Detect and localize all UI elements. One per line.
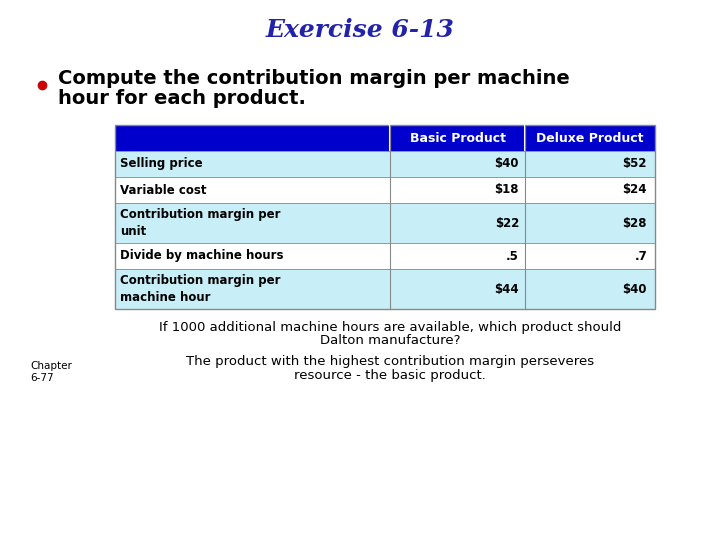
- Text: Contribution margin per: Contribution margin per: [120, 208, 281, 221]
- Text: resource - the basic product.: resource - the basic product.: [294, 368, 486, 381]
- Text: .7: .7: [634, 249, 647, 262]
- Text: $18: $18: [495, 184, 519, 197]
- Bar: [115, 125, 655, 309]
- Text: The product with the highest contribution margin perseveres: The product with the highest contributio…: [186, 355, 594, 368]
- Text: Dalton manufacture?: Dalton manufacture?: [320, 334, 460, 347]
- Text: $22: $22: [495, 217, 519, 230]
- Text: unit: unit: [120, 225, 146, 238]
- Text: .5: .5: [506, 249, 519, 262]
- Text: Selling price: Selling price: [120, 158, 202, 171]
- Text: $28: $28: [623, 217, 647, 230]
- Text: machine hour: machine hour: [120, 291, 210, 305]
- Text: If 1000 additional machine hours are available, which product should: If 1000 additional machine hours are ava…: [159, 321, 621, 334]
- Text: Chapter: Chapter: [30, 361, 72, 371]
- Text: Contribution margin per: Contribution margin per: [120, 274, 281, 287]
- Text: Divide by machine hours: Divide by machine hours: [120, 249, 284, 262]
- Text: Variable cost: Variable cost: [120, 184, 207, 197]
- Bar: [115, 203, 655, 243]
- Text: Deluxe Product: Deluxe Product: [536, 132, 644, 145]
- Text: $52: $52: [623, 158, 647, 171]
- Text: $40: $40: [495, 158, 519, 171]
- Text: Compute the contribution margin per machine: Compute the contribution margin per mach…: [58, 69, 570, 87]
- Bar: [115, 177, 655, 203]
- Bar: [115, 151, 655, 177]
- Bar: [115, 243, 655, 269]
- Bar: [115, 125, 655, 151]
- Bar: [115, 269, 655, 309]
- Text: hour for each product.: hour for each product.: [58, 89, 306, 107]
- Text: Basic Product: Basic Product: [410, 132, 505, 145]
- Text: $24: $24: [623, 184, 647, 197]
- Text: $40: $40: [623, 282, 647, 295]
- Text: $44: $44: [495, 282, 519, 295]
- Text: Exercise 6-13: Exercise 6-13: [266, 18, 454, 42]
- Text: 6-77: 6-77: [30, 373, 53, 383]
